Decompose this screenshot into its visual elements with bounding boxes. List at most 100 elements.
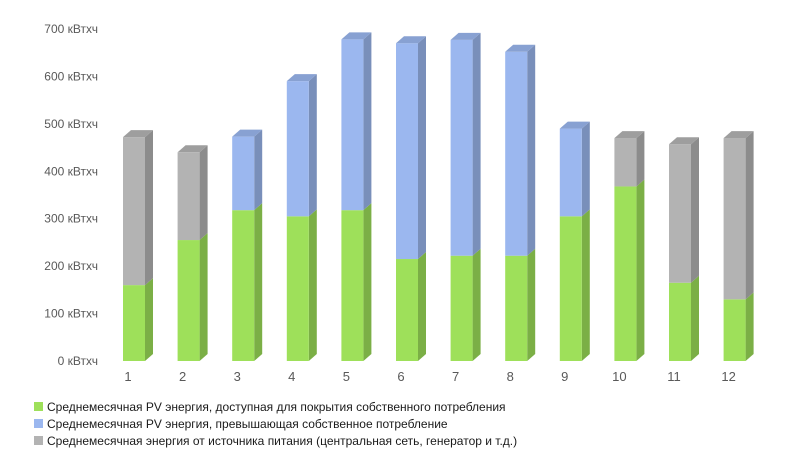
bar-side-series-1-month-10 [636,179,645,361]
x-tick-label: 10 [612,369,626,384]
x-tick-label: 2 [179,369,186,384]
bar-stack-month-11 [669,137,699,361]
bar-stack-month-3 [232,129,263,361]
bar-stack-month-7 [450,32,481,361]
y-tick-label: 400 кВтхч [44,164,98,178]
bar-series-2-month-9 [559,128,582,217]
y-axis-tick-labels: 0 кВтхч 100 кВтхч 200 кВтхч 300 кВтхч 400 кВ… [44,22,98,368]
bar-series-1-month-2 [177,240,200,361]
bar-top-month-9 [559,121,590,129]
x-tick-label: 6 [397,369,404,384]
bar-top-month-2 [177,145,208,153]
bar-series-3-month-10 [614,138,637,187]
bar-side-series-1-month-3 [254,203,263,361]
bar-top-month-6 [396,36,426,44]
legend-swatch-pv-self-consumption [34,402,43,411]
bar-series-1-month-7 [450,255,473,361]
bar-top-month-5 [341,32,372,40]
bar-side-series-2-month-8 [527,44,536,256]
bar-series-3-month-1 [123,137,145,286]
bar-stack-month-12 [723,131,754,361]
bar-top-month-1 [123,130,153,138]
bar-stack-month-4 [286,74,317,361]
bar-series-1-month-10 [614,186,637,361]
x-tick-label: 5 [343,369,350,384]
x-tick-label: 1 [124,369,131,384]
bar-side-series-3-month-11 [691,137,699,283]
y-tick-label: 0 кВтхч [58,354,98,368]
bar-series-1-month-1 [123,285,145,361]
bar-top-month-10 [614,131,645,139]
y-tick-label: 300 кВтхч [44,212,98,226]
bar-stack-month-9 [559,121,590,361]
bar-series-2-month-7 [450,39,473,256]
bar-stack-month-1 [123,130,153,361]
legend-label-grid-supply: Среднемесячная энергия от источника пита… [47,433,518,448]
bar-side-series-3-month-1 [145,130,153,286]
bar-series-3-month-11 [669,144,691,283]
bar-top-month-11 [669,137,699,145]
x-tick-label: 8 [507,369,514,384]
bar-series-2-month-3 [232,136,255,211]
legend-label-pv-self-consumption: Среднемесячная PV энергия, доступная для… [47,399,506,414]
bars [123,32,754,361]
y-tick-label: 600 кВтхч [44,69,98,83]
bar-side-series-1-month-8 [527,248,536,361]
bar-series-1-month-11 [669,282,691,361]
legend-swatch-pv-surplus [34,419,43,428]
legend-label-pv-surplus: Среднемесячная PV энергия, превышающая с… [47,416,448,431]
bar-series-1-month-5 [341,210,364,361]
stacked-column-chart: 0 кВтхч 100 кВтхч 200 кВтхч 300 кВтхч 400 кВ… [44,22,754,384]
bar-series-1-month-3 [232,210,255,361]
bar-stack-month-6 [396,36,426,361]
bar-stack-month-10 [614,131,645,361]
bar-side-series-2-month-6 [418,36,426,260]
y-tick-label: 200 кВтхч [44,259,98,273]
x-tick-label: 9 [561,369,568,384]
bar-series-2-month-5 [341,39,364,211]
bar-side-series-1-month-1 [145,278,153,361]
bar-series-2-month-6 [396,43,418,260]
bar-side-series-3-month-12 [745,131,754,300]
legend: Среднемесячная PV энергия, доступная для… [34,398,517,449]
bar-stack-month-5 [341,32,372,361]
bar-side-series-1-month-12 [745,292,754,361]
bar-top-month-3 [232,129,263,137]
x-axis-tick-labels: 1 2 3 4 5 6 7 8 9 10 11 12 [124,369,735,384]
legend-swatch-grid-supply [34,436,43,445]
bar-side-series-1-month-6 [418,252,426,361]
bar-top-month-4 [286,74,317,82]
bar-side-series-1-month-5 [363,203,372,361]
y-tick-label: 100 кВтхч [44,307,98,321]
bar-series-1-month-4 [286,216,309,361]
bar-series-1-month-9 [559,216,582,361]
bar-side-series-2-month-9 [581,121,590,217]
x-tick-label: 12 [721,369,735,384]
x-tick-label: 3 [234,369,241,384]
bar-side-series-3-month-2 [199,145,208,241]
bar-stack-month-2 [177,145,208,361]
x-tick-label: 4 [288,369,295,384]
x-tick-label: 7 [452,369,459,384]
bar-series-1-month-12 [723,299,746,361]
bar-side-series-2-month-7 [472,32,481,256]
legend-item-grid-supply: Среднемесячная энергия от источника пита… [34,432,517,449]
bar-side-series-1-month-7 [472,248,481,361]
bar-side-series-1-month-11 [691,275,699,361]
y-tick-label: 500 кВтхч [44,117,98,131]
bar-side-series-1-month-9 [581,209,590,361]
x-tick-label: 11 [667,369,681,384]
bar-series-3-month-2 [177,152,200,241]
bar-top-month-8 [505,44,536,52]
bar-top-month-7 [450,32,481,40]
bar-series-1-month-8 [505,255,528,361]
bar-series-2-month-8 [505,51,528,256]
bar-side-series-2-month-4 [308,74,317,217]
bar-series-2-month-4 [286,81,309,217]
legend-item-pv-surplus: Среднемесячная PV энергия, превышающая с… [34,415,517,432]
bar-side-series-2-month-5 [363,32,372,211]
bar-stack-month-8 [505,44,536,361]
bar-series-3-month-12 [723,138,746,300]
bar-top-month-12 [723,131,754,139]
bar-side-series-3-month-10 [636,131,645,187]
